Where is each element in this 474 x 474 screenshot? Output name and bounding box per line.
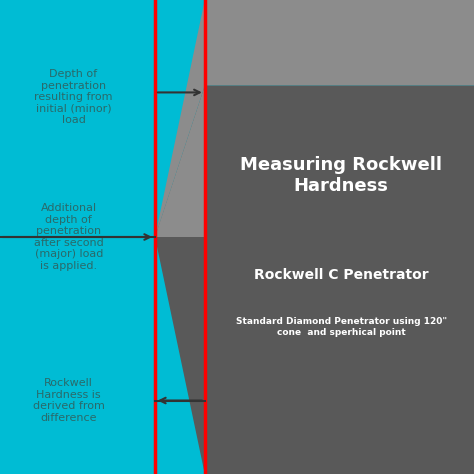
Polygon shape <box>155 85 474 474</box>
Text: Standard Diamond Penetrator using 120"
cone  and sperhical point: Standard Diamond Penetrator using 120" c… <box>236 318 447 337</box>
Text: Rockwell C Penetrator: Rockwell C Penetrator <box>254 268 428 282</box>
Text: Additional
depth of
penetration
after second
(major) load
is applied.: Additional depth of penetration after se… <box>34 203 104 271</box>
Text: Rockwell
Hardness is
derived from
difference: Rockwell Hardness is derived from differ… <box>33 378 105 423</box>
Polygon shape <box>155 85 205 237</box>
Text: Measuring Rockwell
Hardness: Measuring Rockwell Hardness <box>240 156 442 195</box>
Polygon shape <box>155 0 474 237</box>
Text: Depth of
penetration
resulting from
initial (minor)
load: Depth of penetration resulting from init… <box>34 69 113 125</box>
